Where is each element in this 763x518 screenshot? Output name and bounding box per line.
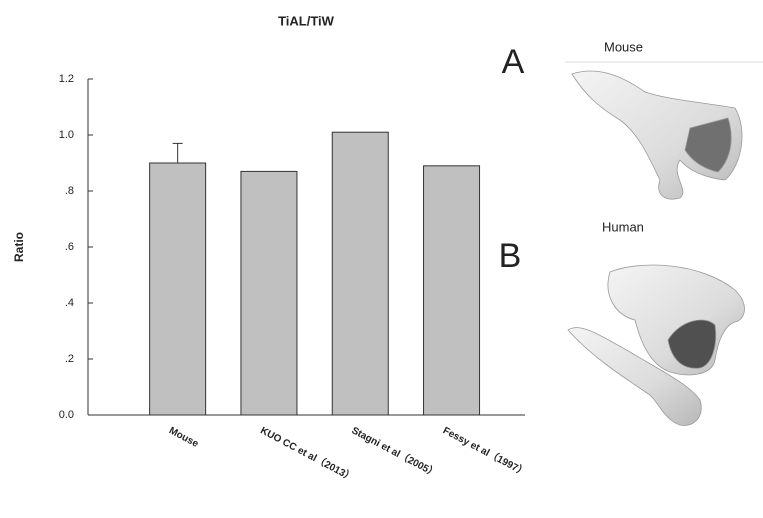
image-caption: Human [602,219,644,234]
bar [241,171,297,415]
figure: TiAL/TiW Ratio A B Mouse Human 0.0 .2 .4 .6… [0,0,763,518]
bar [150,163,206,415]
y-axis-label: Ratio [12,232,26,262]
y-tick-label: .8 [65,185,74,197]
y-tick-label: 0.0 [59,409,74,421]
panel-label: A [502,43,525,81]
x-tick-label: Fessy et al（1997） [441,424,530,479]
y-tick-label: 1.0 [59,129,74,141]
y-tick-label: .4 [65,297,74,309]
image-caption: Mouse [604,39,643,54]
x-tick-label: Stagni et al（2005） [350,424,441,480]
panel-label: B [499,237,522,275]
x-tick-label: Mouse [167,425,201,450]
y-tick-label: 1.2 [59,73,74,85]
y-tick-label: .6 [65,241,74,253]
x-tick-label: KUO CC et al（2013） [258,424,356,485]
bar [332,132,388,415]
y-tick-label: .2 [65,353,74,365]
human-bone [568,265,744,425]
mouse-bone [572,71,742,199]
chart-title: TiAL/TiW [278,13,335,28]
bar [424,166,480,415]
